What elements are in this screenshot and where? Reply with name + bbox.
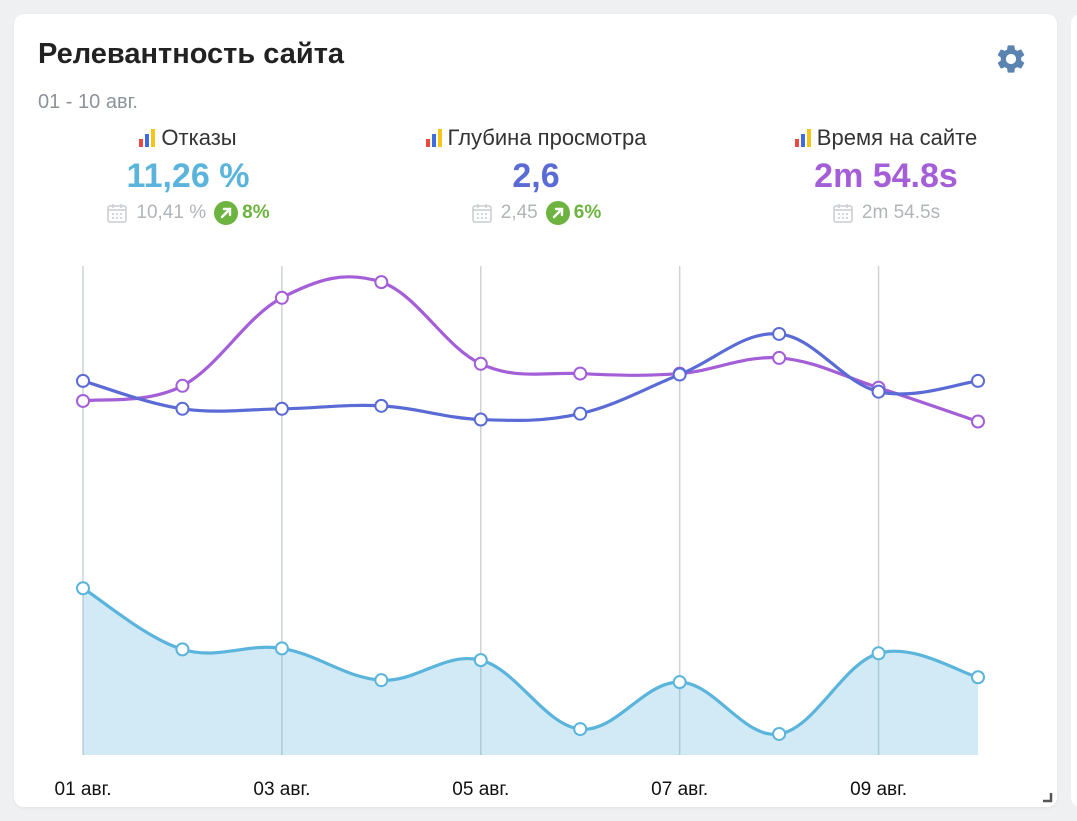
x-tick-label: 01 авг. [55, 779, 112, 800]
bar-chart-icon [139, 129, 156, 147]
data-point [76, 393, 90, 408]
metric-value: 2,6 [512, 157, 560, 195]
data-point [374, 275, 389, 290]
data-point [573, 722, 588, 737]
data-point [374, 398, 389, 413]
data-point [871, 384, 886, 399]
series-line [82, 332, 979, 423]
compare-value: 2,45 [500, 202, 538, 223]
change-indicator: 6% [545, 201, 602, 225]
data-point [871, 646, 886, 661]
date-range: 01 - 10 авг. [38, 91, 138, 113]
metric-bounce: Отказы 11,26 % 10,41 % 8% [38, 124, 338, 228]
resize-handle-icon[interactable] [1041, 791, 1053, 803]
data-point [274, 290, 289, 305]
data-point [374, 673, 389, 688]
data-point [76, 373, 90, 388]
calendar-icon [833, 204, 853, 223]
x-tick-label: 07 авг. [651, 779, 708, 800]
metric-label: Глубина просмотра [447, 125, 647, 150]
metric-time: Время на сайте 2m 54.8s 2m 54.5s [736, 124, 1036, 228]
compare-value: 2m 54.5s [861, 202, 941, 223]
widget-title: Релевантность сайта [38, 38, 345, 70]
compare-value: 10,41 % [136, 202, 207, 223]
line-chart: 01 авг. 03 авг. 05 авг. 07 авг. 09 авг. [55, 266, 985, 800]
gear-icon[interactable] [994, 42, 1028, 76]
data-point [772, 350, 787, 365]
x-tick-label: 09 авг. [850, 779, 907, 800]
data-point [76, 581, 90, 596]
data-point [274, 641, 289, 656]
data-point [772, 326, 787, 341]
change-value: 6% [573, 202, 602, 223]
data-point [175, 401, 190, 416]
relevance-widget: Релевантность сайта 01 - 10 авг. Отказы … [14, 14, 1057, 807]
x-tick-label: 03 авг. [253, 779, 310, 800]
arrow-up-right-icon [545, 201, 570, 225]
data-point [473, 412, 488, 427]
data-point [672, 675, 687, 690]
adjacent-widget [1071, 14, 1077, 807]
data-point [971, 414, 985, 429]
metric-label: Время на сайте [816, 125, 978, 150]
data-point [772, 726, 787, 741]
data-point [175, 642, 190, 657]
bar-chart-icon [425, 129, 442, 147]
metric-value: 11,26 % [126, 157, 250, 195]
metric-value: 2m 54.8s [814, 157, 958, 195]
metric-label: Отказы [161, 125, 237, 150]
x-tick-label: 05 авг. [452, 779, 509, 800]
change-value: 8% [242, 202, 270, 223]
data-point [274, 401, 289, 416]
bar-chart-icon [794, 129, 811, 147]
series-area [83, 588, 978, 755]
calendar-icon [107, 204, 128, 223]
series-line [82, 586, 979, 736]
data-point [175, 378, 190, 393]
data-point [473, 653, 488, 668]
data-point [971, 670, 985, 685]
data-point [473, 356, 488, 371]
data-point [573, 406, 588, 421]
arrow-up-right-icon [214, 201, 239, 225]
change-indicator: 8% [214, 201, 270, 225]
series-line [82, 275, 979, 424]
data-point [971, 373, 985, 388]
metric-depth: Глубина просмотра 2,6 2,45 6% [386, 124, 686, 228]
calendar-icon [472, 204, 492, 223]
data-point [573, 366, 588, 381]
data-point [672, 367, 687, 382]
